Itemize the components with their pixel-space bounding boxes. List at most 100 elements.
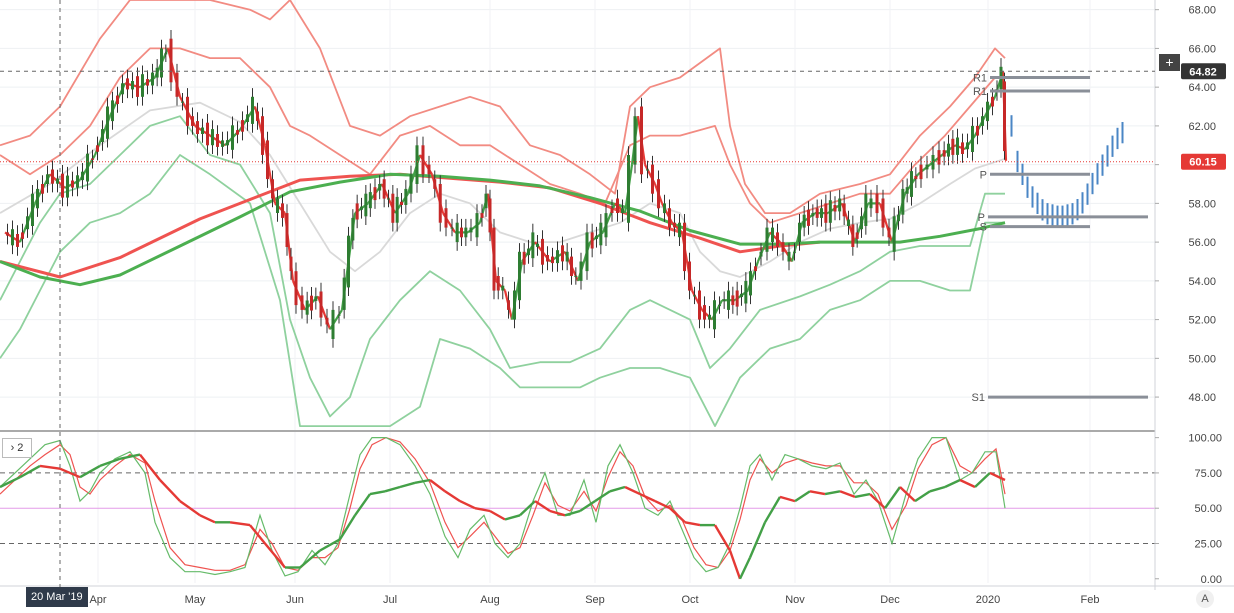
oscillator-smooth-segment — [728, 550, 742, 580]
candle-body — [570, 256, 573, 276]
crosshair-add-button[interactable]: + — [1159, 54, 1180, 71]
candle-body — [735, 290, 739, 307]
auto-scale-button[interactable]: A — [1196, 590, 1214, 608]
month-tick-label: Dec — [880, 594, 900, 606]
candle-body — [1003, 81, 1006, 152]
candle-body — [693, 295, 696, 297]
candle-body — [155, 67, 159, 78]
candle-body — [421, 145, 425, 175]
oscillator-smooth-segment — [474, 507, 491, 513]
candle-body — [404, 188, 408, 205]
candle-body — [951, 138, 955, 155]
candle-body — [703, 305, 706, 320]
candle-body — [604, 213, 608, 238]
candle-body — [281, 203, 284, 218]
candle-body — [496, 276, 500, 291]
oscillator-smooth-segment — [249, 524, 266, 545]
price-series — [0, 0, 1008, 427]
candle-body — [216, 134, 219, 147]
candle-body — [501, 285, 505, 291]
candle-body — [331, 309, 335, 339]
oscillator-smooth-segment — [534, 500, 551, 513]
osc-tick-label: 25.00 — [1194, 539, 1222, 551]
candle-body — [820, 208, 823, 218]
candle-body — [484, 193, 488, 209]
candle-body — [683, 222, 686, 272]
price-tick-label: 68.00 — [1188, 5, 1216, 17]
candle-body — [256, 111, 259, 122]
candle-body — [698, 290, 701, 320]
candle-body — [364, 193, 368, 217]
price-tick-label: 62.00 — [1188, 121, 1216, 133]
candle-body — [488, 198, 492, 233]
candle-body — [722, 300, 726, 302]
candle-body — [925, 164, 929, 170]
candle-body — [211, 129, 214, 146]
oscillator-smooth-segment — [369, 490, 386, 496]
month-tick-label: Oct — [681, 594, 698, 606]
candle-body — [141, 74, 144, 97]
candle-body — [480, 213, 484, 218]
oscillator-smooth-segment — [139, 453, 161, 481]
candle-body — [31, 193, 34, 226]
candle-body — [294, 271, 298, 306]
candle-body — [673, 222, 676, 228]
oscillator-smooth-segment — [489, 509, 506, 521]
price-tick-label: 52.00 — [1188, 315, 1216, 327]
candle-body — [475, 213, 479, 238]
candle-body — [96, 145, 99, 152]
candle-body — [901, 188, 905, 215]
candle-body — [231, 125, 234, 150]
candle-body — [11, 229, 14, 246]
candle-body — [409, 174, 413, 194]
candle-body — [651, 164, 654, 194]
candle-body — [887, 227, 891, 238]
candle-body — [337, 314, 341, 316]
candle-body — [6, 232, 9, 236]
candle-body — [513, 290, 516, 320]
oscillator-smooth-segment — [974, 472, 991, 488]
month-tick-label: Nov — [785, 594, 805, 606]
candle-body — [191, 116, 194, 126]
candle-body — [798, 222, 801, 243]
oscillator-smooth-segment — [264, 542, 286, 569]
candle-body — [271, 179, 274, 199]
candle-body — [811, 213, 815, 217]
candle-body — [731, 295, 735, 306]
candle-body — [206, 122, 209, 146]
price-tick-label: 58.00 — [1188, 198, 1216, 210]
oscillator-smooth-segment — [779, 495, 796, 503]
candle-body — [221, 140, 224, 147]
oscillator-fast-line — [0, 437, 1006, 577]
candle-body — [285, 213, 289, 247]
candle-body — [201, 127, 204, 134]
oscillator-smooth-segment — [444, 490, 461, 503]
oscillator-smooth-segment — [989, 471, 1006, 482]
oscillator-smooth-segment — [748, 521, 767, 559]
candle-body — [536, 243, 539, 247]
oscillator-smooth-segment — [59, 467, 81, 479]
candle-body — [444, 208, 448, 228]
price-tick-label: 48.00 — [1188, 392, 1216, 404]
candle-body — [881, 198, 885, 228]
candle-body — [771, 227, 774, 243]
candle-body — [51, 169, 54, 184]
candle-body — [776, 232, 779, 247]
candle-body — [66, 175, 69, 198]
oscillator-pane-toggle[interactable]: › 2 — [2, 438, 32, 458]
oscillator-smooth-segment — [624, 485, 641, 496]
candle-body — [186, 96, 189, 126]
price-tick-label: 54.00 — [1188, 276, 1216, 288]
candle-body — [864, 193, 868, 226]
candle-body — [905, 187, 909, 194]
candle-body — [869, 198, 873, 209]
candle-body — [56, 178, 59, 184]
bollinger-outer-lower-line — [0, 154, 1005, 427]
candle-body — [433, 179, 437, 189]
oscillator-smooth-segment — [914, 490, 931, 503]
month-tick-label: May — [185, 594, 206, 606]
candle-body — [455, 222, 459, 243]
candle-body — [151, 72, 154, 86]
candle-body — [919, 164, 923, 180]
